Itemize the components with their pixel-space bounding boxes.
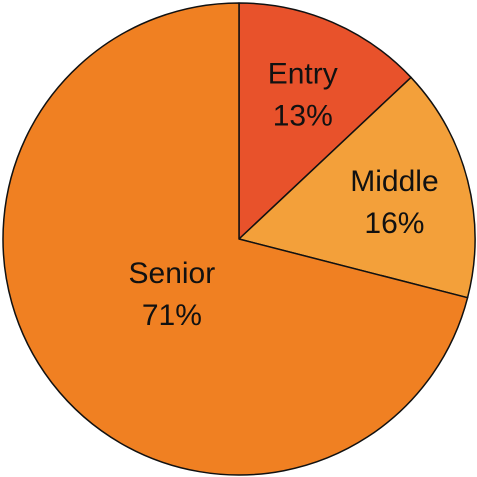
pie-slice-middle bbox=[238, 76, 476, 299]
pie-slice-senior bbox=[2, 2, 469, 476]
slice-label-entry: Entry bbox=[268, 58, 338, 91]
slice-value-entry: 13% bbox=[273, 100, 333, 133]
pie-slice-entry bbox=[238, 2, 412, 240]
slice-label-senior: Senior bbox=[129, 257, 216, 290]
pie-labels: Entry 13% Middle 16% Senior 71% bbox=[129, 58, 439, 332]
slice-label-middle: Middle bbox=[350, 165, 438, 198]
slice-value-senior: 71% bbox=[142, 299, 202, 332]
slice-value-middle: 16% bbox=[364, 207, 424, 240]
